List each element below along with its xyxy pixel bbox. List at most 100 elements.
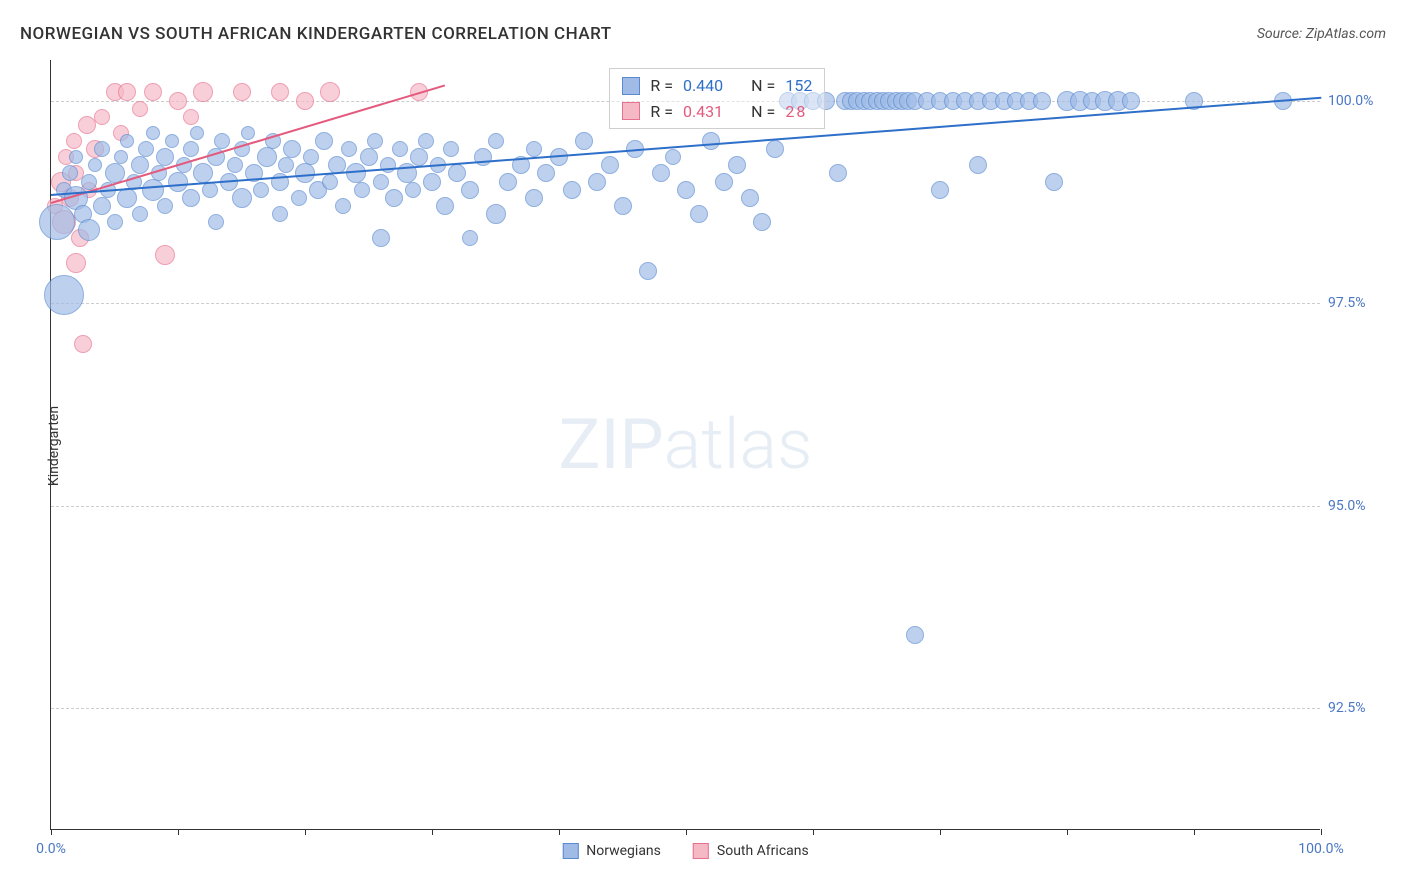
data-point-south-africans xyxy=(78,116,96,134)
data-point-norwegians xyxy=(214,133,230,149)
data-point-norwegians xyxy=(728,156,746,174)
x-tick-mark xyxy=(305,829,306,835)
data-point-norwegians xyxy=(81,174,97,190)
data-point-norwegians xyxy=(461,181,479,199)
data-point-norwegians xyxy=(367,133,383,149)
data-point-norwegians xyxy=(1033,92,1051,110)
data-point-norwegians xyxy=(257,147,277,167)
data-point-norwegians xyxy=(741,189,759,207)
x-tick-mark xyxy=(686,829,687,835)
data-point-norwegians xyxy=(120,134,134,148)
x-tick-mark xyxy=(940,829,941,835)
x-tick-label: 100.0% xyxy=(1298,841,1343,857)
r-value-norwegians: 0.440 xyxy=(683,73,723,99)
bottom-legend: Norwegians South Africans xyxy=(562,843,808,859)
legend-item-south-africans: South Africans xyxy=(693,843,809,859)
data-point-norwegians xyxy=(114,150,128,164)
data-point-norwegians xyxy=(354,182,370,198)
legend-label-norwegians: Norwegians xyxy=(586,843,661,859)
gridline xyxy=(51,506,1320,507)
y-tick-label: 100.0% xyxy=(1328,93,1388,109)
data-point-norwegians xyxy=(488,133,504,149)
data-point-south-africans xyxy=(155,245,175,265)
data-point-norwegians xyxy=(335,198,351,214)
data-point-norwegians xyxy=(405,182,421,198)
data-point-norwegians xyxy=(563,181,581,199)
legend-swatch-norwegians-icon xyxy=(562,843,578,859)
data-point-norwegians xyxy=(69,150,83,164)
stats-row-south-africans: R = 0.431 N = 28 xyxy=(622,99,812,125)
r-label: R = xyxy=(650,99,673,125)
legend-item-norwegians: Norwegians xyxy=(562,843,661,859)
x-tick-label: 0.0% xyxy=(36,841,66,857)
data-point-norwegians xyxy=(253,182,269,198)
data-point-norwegians xyxy=(146,126,160,140)
data-point-norwegians xyxy=(829,164,847,182)
legend-label-south-africans: South Africans xyxy=(717,843,809,859)
data-point-norwegians xyxy=(423,173,441,191)
gridline xyxy=(51,708,1320,709)
x-tick-mark xyxy=(813,829,814,835)
data-point-norwegians xyxy=(652,164,670,182)
gridline xyxy=(51,303,1320,304)
data-point-norwegians xyxy=(462,230,478,246)
data-point-norwegians xyxy=(372,229,390,247)
data-point-norwegians xyxy=(537,164,555,182)
data-point-norwegians xyxy=(93,197,111,215)
data-point-norwegians xyxy=(525,189,543,207)
chart-title: NORWEGIAN VS SOUTH AFRICAN KINDERGARTEN … xyxy=(20,24,612,44)
data-point-norwegians xyxy=(380,157,396,173)
n-value-norwegians: 152 xyxy=(785,73,812,99)
x-tick-mark xyxy=(178,829,179,835)
x-tick-mark xyxy=(1067,829,1068,835)
data-point-norwegians xyxy=(588,173,606,191)
data-point-south-africans xyxy=(66,253,86,273)
data-point-norwegians xyxy=(392,141,408,157)
data-point-norwegians xyxy=(39,204,75,240)
data-point-south-africans xyxy=(183,109,199,125)
stats-row-norwegians: R = 0.440 N = 152 xyxy=(622,73,812,99)
data-point-norwegians xyxy=(575,132,593,150)
data-point-norwegians xyxy=(1045,173,1063,191)
data-point-norwegians xyxy=(78,219,100,241)
data-point-south-africans xyxy=(132,101,148,117)
data-point-south-africans xyxy=(296,92,314,110)
data-point-norwegians xyxy=(107,214,123,230)
data-point-south-africans xyxy=(144,83,162,101)
data-point-norwegians xyxy=(677,181,695,199)
source-attribution: Source: ZipAtlas.com xyxy=(1257,26,1386,42)
data-point-norwegians xyxy=(702,132,720,150)
data-point-norwegians xyxy=(639,262,657,280)
watermark-atlas: atlas xyxy=(664,404,813,486)
watermark: ZIPatlas xyxy=(559,404,813,486)
data-point-norwegians xyxy=(665,149,681,165)
data-point-norwegians xyxy=(410,148,428,166)
plot-area: ZIPatlas 100.0%97.5%95.0%92.5% 0.0%100.0… xyxy=(50,60,1320,830)
data-point-norwegians xyxy=(168,172,188,192)
data-point-norwegians xyxy=(474,148,492,166)
data-point-norwegians xyxy=(322,174,338,190)
data-point-norwegians xyxy=(486,204,506,224)
data-point-norwegians xyxy=(373,174,389,190)
legend-swatch-south-africans-icon xyxy=(693,843,709,859)
r-value-south-africans: 0.431 xyxy=(683,99,723,125)
data-point-norwegians xyxy=(341,141,357,157)
data-point-south-africans xyxy=(271,83,289,101)
data-point-norwegians xyxy=(62,165,78,181)
stats-legend-box: R = 0.440 N = 152 R = 0.431 N = 28 xyxy=(609,68,825,129)
data-point-south-africans xyxy=(193,82,213,102)
x-tick-mark xyxy=(559,829,560,835)
data-point-norwegians xyxy=(232,188,252,208)
data-point-norwegians xyxy=(132,206,148,222)
data-point-norwegians xyxy=(346,163,366,183)
y-tick-label: 92.5% xyxy=(1328,700,1388,716)
data-point-norwegians xyxy=(601,156,619,174)
x-tick-mark xyxy=(1194,829,1195,835)
data-point-south-africans xyxy=(94,109,110,125)
data-point-norwegians xyxy=(436,197,454,215)
data-point-norwegians xyxy=(526,141,542,157)
r-label: R = xyxy=(650,73,673,99)
data-point-norwegians xyxy=(142,179,164,201)
data-point-norwegians xyxy=(360,148,378,166)
data-point-norwegians xyxy=(182,189,200,207)
